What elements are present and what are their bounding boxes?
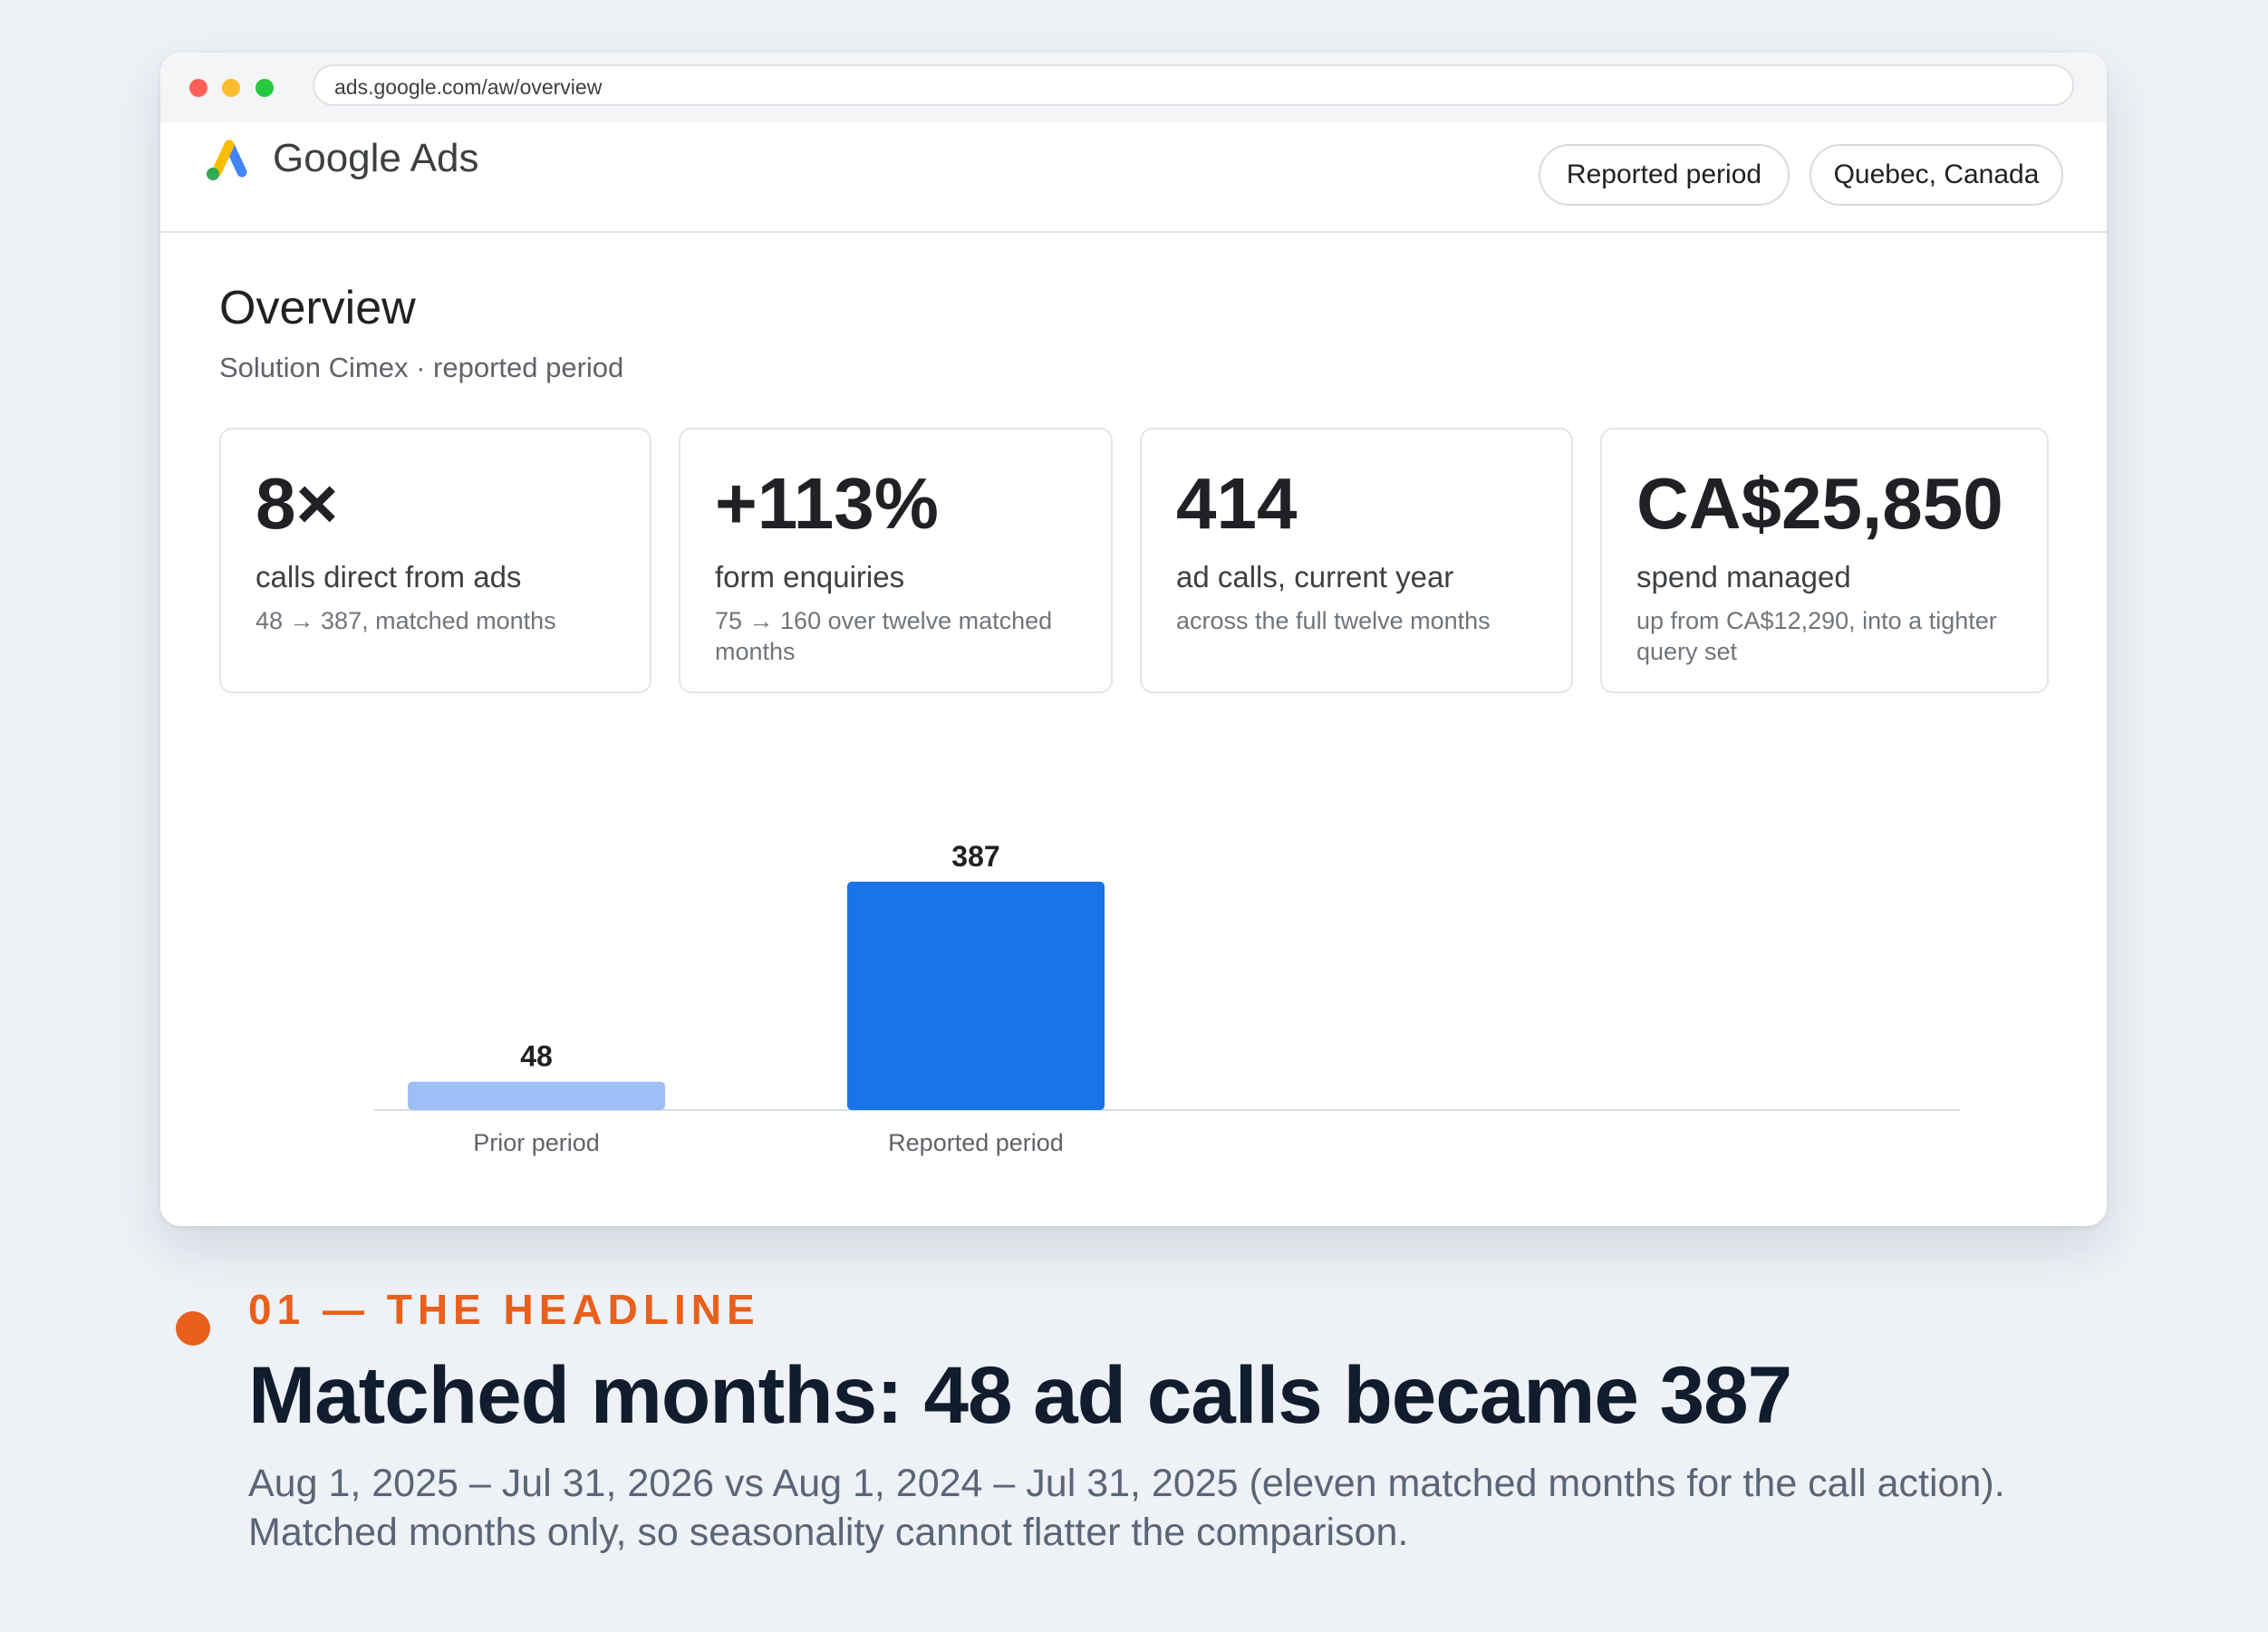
browser-chrome: ads.google.com/aw/overview bbox=[160, 53, 2107, 124]
page-title: Overview bbox=[219, 282, 416, 334]
bar-value-label: 387 bbox=[951, 840, 999, 873]
section-headline: Matched months: 48 ad calls became 387 bbox=[248, 1349, 1792, 1440]
chart-bar bbox=[847, 882, 1105, 1110]
kpi-value: 414 bbox=[1176, 463, 1298, 544]
section-caption: Aug 1, 2025 – Jul 31, 2026 vs Aug 1, 202… bbox=[248, 1459, 2242, 1557]
kpi-card-calls: 8× calls direct from ads 48 → 387, match… bbox=[219, 428, 651, 693]
kpi-value: 8× bbox=[256, 463, 339, 544]
kpi-note: 48 → 387, matched months bbox=[256, 607, 556, 634]
section-bullet bbox=[176, 1311, 210, 1346]
period-filter-button[interactable]: Reported period bbox=[1539, 144, 1790, 206]
category-label: Prior period bbox=[473, 1129, 600, 1156]
google-ads-logo-icon bbox=[207, 140, 247, 180]
kpi-label: calls direct from ads bbox=[256, 560, 522, 594]
bar-value-label: 48 bbox=[520, 1040, 553, 1073]
chart-bar bbox=[408, 1081, 665, 1110]
address-bar-url: ads.google.com/aw/overview bbox=[334, 75, 603, 99]
kpi-note: across the full twelve months bbox=[1176, 607, 1491, 634]
kpi-value: +113% bbox=[715, 463, 939, 544]
caption-line: Matched months only, so seasonality cann… bbox=[248, 1511, 1409, 1554]
kpi-note: up from CA$12,290, into a tighter query … bbox=[1636, 607, 1997, 665]
region-filter-button[interactable]: Quebec, Canada bbox=[1810, 144, 2063, 206]
kpi-label: ad calls, current year bbox=[1176, 560, 1454, 594]
address-bar[interactable]: ads.google.com/aw/overview bbox=[313, 64, 2074, 106]
close-window-button[interactable] bbox=[189, 79, 207, 97]
caption-line: Aug 1, 2025 – Jul 31, 2026 vs Aug 1, 202… bbox=[248, 1462, 2005, 1505]
kpi-card-forms: +113% form enquiries 75 → 160 over twelv… bbox=[679, 428, 1113, 693]
kpi-card-ad-calls: 414 ad calls, current year across the fu… bbox=[1140, 428, 1573, 693]
kpi-label: form enquiries bbox=[715, 560, 905, 594]
kpi-card-spend: CA$25,850 spend managed up from CA$12,29… bbox=[1600, 428, 2049, 693]
app-brand-name: Google Ads bbox=[273, 136, 479, 180]
kpi-note: 75 → 160 over twelve matched months bbox=[715, 607, 1053, 665]
minimize-window-button[interactable] bbox=[222, 79, 240, 97]
category-label: Reported period bbox=[888, 1129, 1064, 1156]
maximize-window-button[interactable] bbox=[256, 79, 274, 97]
calls-bar-chart: 48 Prior period 387 Reported period bbox=[374, 840, 1960, 1156]
kpi-label: spend managed bbox=[1636, 560, 1851, 594]
browser-window: ads.google.com/aw/overview Google Ads Re… bbox=[160, 53, 2107, 1226]
page-subtitle: Solution Cimex · reported period bbox=[219, 352, 624, 383]
section-kicker: 01 — THE HEADLINE bbox=[248, 1286, 760, 1333]
kpi-value: CA$25,850 bbox=[1636, 463, 2003, 544]
